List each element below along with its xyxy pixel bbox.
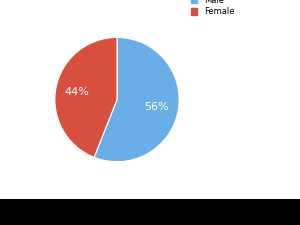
Legend: Male, Female: Male, Female [189,0,236,18]
Wedge shape [94,37,179,162]
Text: 56%: 56% [144,102,169,112]
Text: 44%: 44% [65,87,90,97]
Wedge shape [55,37,117,157]
